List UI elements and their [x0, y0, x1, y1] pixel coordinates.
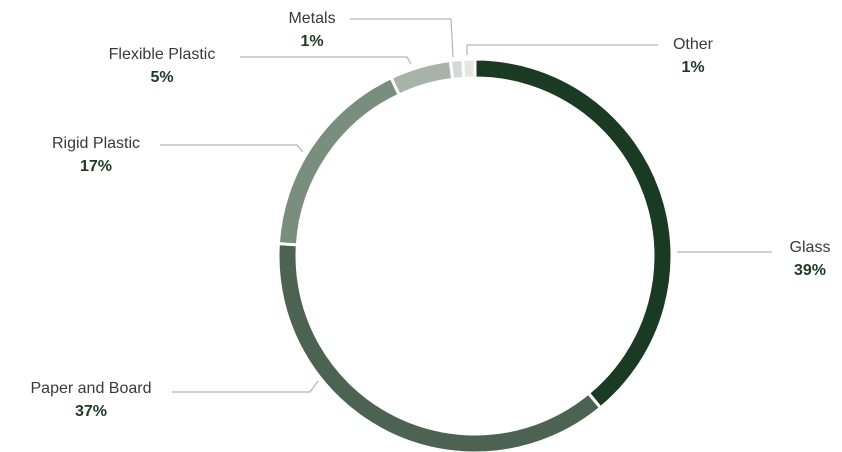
leader-line-other — [466, 44, 658, 55]
leader-line-paper-and-board — [172, 380, 319, 393]
label-other: Other — [673, 36, 714, 53]
leader-line-rigid-plastic — [160, 144, 304, 153]
leader-line-flexible-plastic — [240, 56, 412, 65]
slice-other — [461, 57, 477, 80]
slice-glass — [473, 57, 674, 410]
label-paper-and-board: Paper and Board — [31, 380, 152, 397]
slice-flexible-plastic — [389, 58, 455, 97]
label-glass: Glass — [790, 239, 831, 256]
value-paper-and-board: 37% — [75, 403, 107, 420]
value-other: 1% — [681, 59, 704, 76]
value-rigid-plastic: 17% — [80, 158, 112, 175]
label-rigid-plastic: Rigid Plastic — [52, 135, 140, 152]
leader-line-metals — [350, 18, 454, 58]
value-glass: 39% — [794, 262, 826, 279]
label-flexible-plastic: Flexible Plastic — [109, 46, 216, 63]
slice-rigid-plastic — [276, 75, 402, 247]
label-metals: Metals — [288, 10, 335, 27]
value-flexible-plastic: 5% — [150, 69, 173, 86]
slice-paper-and-board — [276, 242, 603, 452]
value-metals: 1% — [300, 33, 323, 50]
donut-slices — [276, 57, 674, 452]
